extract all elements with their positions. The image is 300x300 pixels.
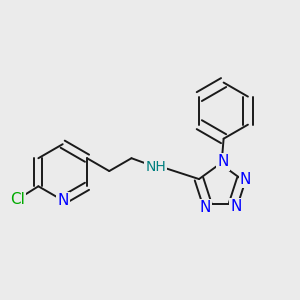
Text: N: N xyxy=(217,154,229,169)
Text: N: N xyxy=(240,172,251,187)
Text: Cl: Cl xyxy=(11,193,25,208)
Text: NH: NH xyxy=(145,160,166,174)
Text: N: N xyxy=(230,199,242,214)
Text: N: N xyxy=(200,200,211,215)
Text: N: N xyxy=(57,193,68,208)
